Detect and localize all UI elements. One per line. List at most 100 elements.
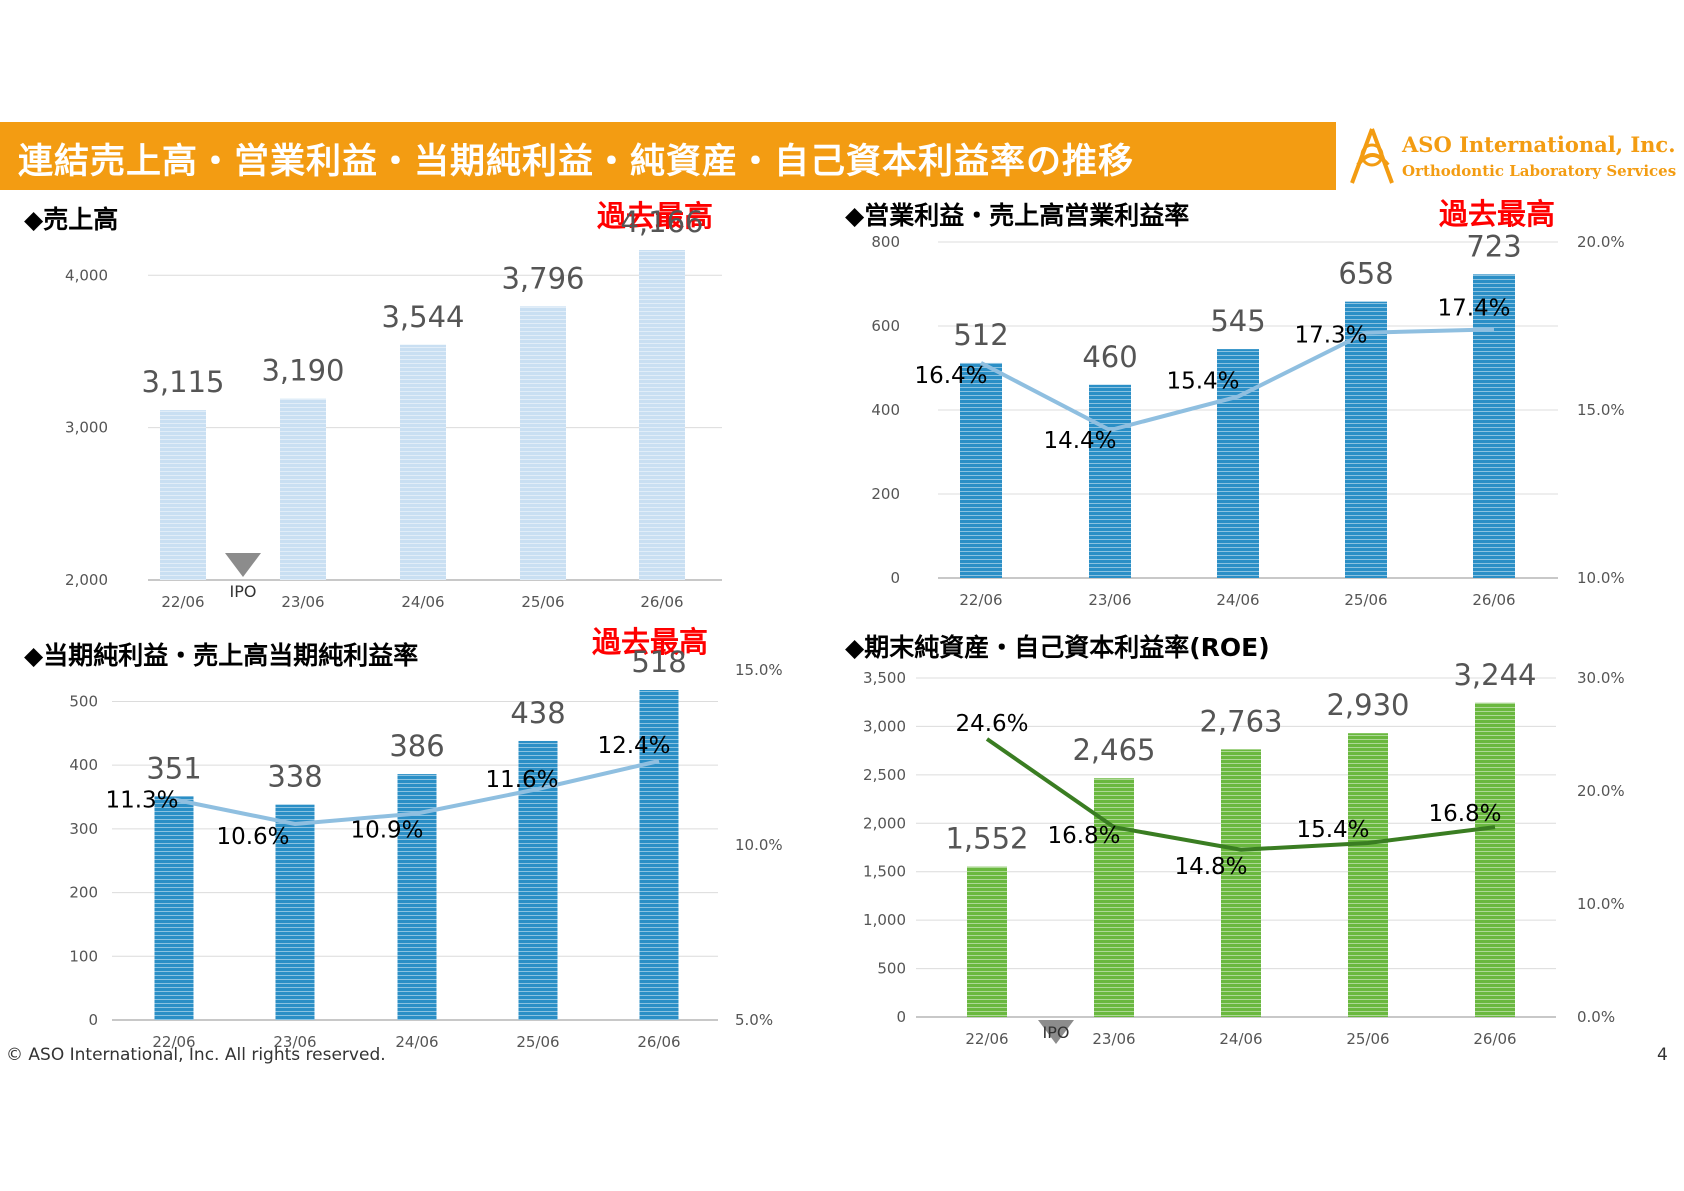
x-tick-label: 22/06 [965,1030,1008,1048]
bar-value-label: 518 [631,645,686,679]
bar [280,398,326,580]
rate-label: 16.4% [914,363,987,389]
rate-label: 16.8% [1428,801,1501,827]
bar [1345,301,1387,578]
y-tick-label: 0 [88,1011,98,1029]
rate-label: 11.3% [105,788,178,814]
rate-line [985,737,1496,852]
rate-label: 17.3% [1294,323,1367,349]
x-tick-label: 24/06 [1216,591,1259,609]
bar [1475,702,1515,1017]
record-high-label: 過去最高 [592,625,708,659]
rate-label: 17.4% [1437,295,1510,321]
bar-value-label: 3,244 [1453,658,1536,692]
y-tick-label: 2,000 [863,814,906,832]
bar-value-label: 386 [389,729,444,763]
rate-label: 24.6% [955,711,1028,737]
bar-value-label: 351 [146,751,201,785]
x-tick-label: 25/06 [521,593,564,611]
bar [1473,274,1515,578]
x-tick-label: 26/06 [637,1033,680,1051]
y-tick-label: 200 [69,884,98,902]
bar [960,362,1002,578]
bar-value-label: 338 [267,760,322,794]
y-tick-label: 300 [69,820,98,838]
y-tick-label: 3,000 [65,419,108,437]
bar [1089,384,1131,578]
y-tick-label: 0 [890,569,900,587]
y-tick-label: 400 [69,756,98,774]
bar-value-label: 4,166 [620,205,703,239]
logo-company-name: ASO International, Inc. [1402,132,1676,157]
bar [639,250,685,580]
y-tick-label: 2,000 [65,571,108,589]
title-banner: 連結売上高・営業利益・当期純利益・純資産・自己資本利益率の推移 ASO Inte… [0,122,1684,190]
x-tick-label: 22/06 [152,1033,195,1051]
y-tick-label: 800 [871,233,900,251]
y-tick-label: 3,500 [863,669,906,687]
chart-title: ◆期末純資産・自己資本利益率(ROE) [845,633,1270,662]
logo-mark-icon [1350,128,1394,184]
x-tick-label: 26/06 [640,593,683,611]
ipo-marker-icon [225,553,261,577]
y2-tick-label: 20.0% [1577,782,1625,800]
bar-value-label: 1,552 [945,822,1028,856]
ipo-label: IPO [230,582,257,601]
y2-tick-label: 30.0% [1577,669,1625,687]
y2-tick-label: 10.0% [1577,895,1625,913]
bar-value-label: 2,465 [1072,733,1155,767]
x-tick-label: 23/06 [1088,591,1131,609]
rate-label: 15.4% [1296,817,1369,843]
x-tick-label: 25/06 [516,1033,559,1051]
rate-line [980,327,1495,433]
x-tick-label: 23/06 [273,1033,316,1051]
bar [154,796,194,1020]
bar-value-label: 3,115 [141,365,224,399]
rate-label: 10.9% [350,818,423,844]
y-tick-label: 500 [877,960,906,978]
y2-tick-label: 15.0% [1577,401,1625,419]
x-tick-label: 22/06 [161,593,204,611]
rate-label: 16.8% [1047,823,1120,849]
logo-subtitle: Orthodontic Laboratory Services [1402,162,1677,180]
y2-tick-label: 20.0% [1577,233,1625,251]
y2-tick-label: 10.0% [1577,569,1625,587]
y-tick-label: 500 [69,692,98,710]
x-tick-label: 25/06 [1346,1030,1389,1048]
bar [275,804,315,1020]
y-tick-label: 2,500 [863,766,906,784]
bar [967,866,1007,1017]
rate-line [173,759,660,827]
y-tick-label: 1,000 [863,911,906,929]
chart-title: ◆当期純利益・売上高当期純利益率 [24,641,418,670]
rate-label: 10.6% [216,824,289,850]
company-logo: ASO International, Inc. Orthodontic Labo… [1336,122,1684,190]
chart-title: ◆売上高 [24,205,118,234]
x-tick-label: 24/06 [401,593,444,611]
bar [1217,349,1259,578]
y2-tick-label: 0.0% [1577,1008,1615,1026]
bar-value-label: 2,930 [1326,688,1409,722]
page-title: 連結売上高・営業利益・当期純利益・純資産・自己資本利益率の推移 [18,142,1135,182]
chart-title: ◆営業利益・売上高営業利益率 [845,201,1189,230]
bar-value-label: 512 [953,318,1008,352]
x-tick-label: 25/06 [1344,591,1387,609]
bar [520,306,566,580]
bar [160,410,206,580]
bar-value-label: 658 [1338,257,1393,291]
bar-value-label: 545 [1210,304,1265,338]
record-high-label: 過去最高 [1439,197,1555,231]
bar-value-label: 2,763 [1199,704,1282,738]
x-tick-label: 23/06 [1092,1030,1135,1048]
x-tick-label: 22/06 [959,591,1002,609]
x-tick-label: 26/06 [1472,591,1515,609]
bar-value-label: 438 [510,696,565,730]
y2-tick-label: 10.0% [735,836,783,854]
rate-label: 11.6% [485,767,558,793]
y-tick-label: 200 [871,485,900,503]
rate-label: 12.4% [597,733,670,759]
bar-value-label: 460 [1082,340,1137,374]
x-tick-label: 26/06 [1473,1030,1516,1048]
bar [639,690,679,1020]
